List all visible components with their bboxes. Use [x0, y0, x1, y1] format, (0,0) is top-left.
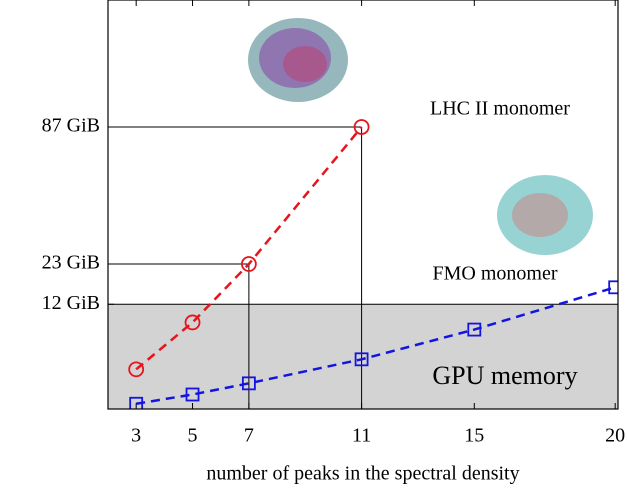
- point: [185, 387, 200, 402]
- point: [128, 361, 145, 378]
- series-label: FMO monomer: [433, 263, 558, 285]
- x-axis-label: number of peaks in the spectral density: [206, 463, 519, 485]
- x-tick-label: 5: [188, 425, 198, 447]
- x-tick-label: 7: [244, 425, 254, 447]
- y-tick-label: 87 GiB: [42, 115, 100, 137]
- point: [608, 280, 618, 295]
- point: [241, 376, 256, 391]
- series-line: [135, 126, 363, 371]
- gpu-memory-region: [108, 304, 618, 409]
- region-label: GPU memory: [432, 361, 577, 390]
- x-tick-label: 20: [605, 425, 625, 447]
- x-tick-label: 3: [131, 425, 141, 447]
- point: [184, 314, 201, 331]
- point: [129, 396, 144, 409]
- series-label: LHC II monomer: [430, 98, 570, 120]
- lhc-image: [248, 18, 348, 102]
- x-tick-label: 11: [352, 425, 371, 447]
- point: [467, 322, 482, 337]
- molecule-images: [248, 18, 593, 255]
- plot-area: [128, 119, 618, 409]
- series-line: [135, 286, 616, 405]
- y-tick-label: 23 GiB: [42, 252, 100, 274]
- y-tick-label: 12 GiB: [42, 292, 100, 314]
- point: [353, 119, 370, 135]
- point: [354, 352, 369, 367]
- plot-frame: [107, 0, 619, 410]
- point: [240, 256, 257, 272]
- fmo-image: [497, 175, 593, 255]
- x-tick-label: 15: [464, 425, 484, 447]
